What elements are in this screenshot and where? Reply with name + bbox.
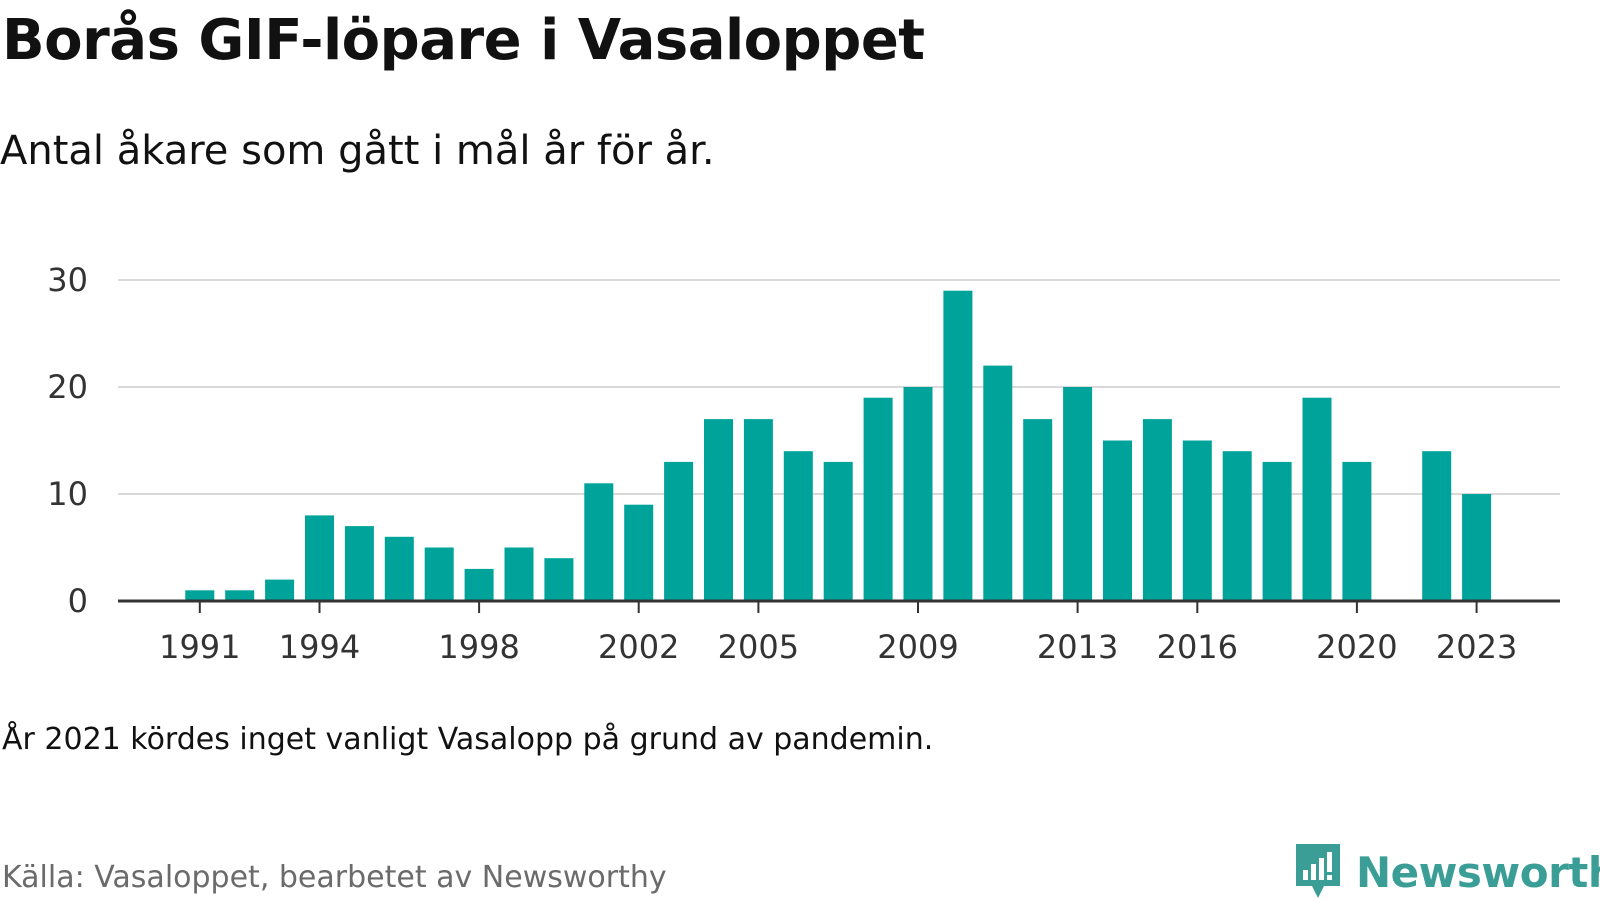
bar-2016 [1182, 440, 1212, 601]
bar-2020 [1342, 461, 1372, 601]
chart-title: Borås GIF-löpare i Vasaloppet [2, 8, 925, 73]
x-axis-labels: 1991 1994 1998 2002 2005 2009 2013 2016 2020 2023 [159, 628, 1517, 666]
bar-2002 [624, 504, 654, 601]
y-axis-labels: 0 10 20 30 [47, 261, 88, 620]
bar-2001 [584, 483, 614, 601]
x-tick-label-2009: 2009 [877, 628, 958, 666]
x-tick-label-1994: 1994 [279, 628, 360, 666]
x-axis [118, 599, 1560, 613]
x-tick-label-2020: 2020 [1316, 628, 1397, 666]
brand: Newsworthy [1292, 842, 1600, 902]
bar-2018 [1262, 461, 1292, 601]
bar-2017 [1222, 451, 1252, 601]
bar-1996 [384, 536, 414, 601]
y-tick-label-30: 30 [47, 261, 88, 299]
bar-1997 [424, 547, 454, 601]
bar-2000 [544, 558, 574, 601]
brand-name: Newsworthy [1356, 847, 1600, 897]
x-tick-label-2016: 2016 [1157, 628, 1238, 666]
x-tick-label-1991: 1991 [159, 628, 240, 666]
y-tick-label-20: 20 [47, 368, 88, 406]
bar-2008 [863, 397, 893, 601]
bar-2014 [1103, 440, 1132, 601]
bar-2010 [943, 290, 973, 601]
bar-2012 [1023, 419, 1053, 601]
bar-1991 [185, 590, 215, 601]
bar-2003 [664, 461, 694, 601]
footnote: År 2021 kördes inget vanligt Vasalopp på… [2, 722, 934, 757]
x-tick-label-2005: 2005 [718, 628, 799, 666]
bar-2013 [1063, 387, 1093, 601]
bar-1995 [344, 526, 374, 601]
bar-2004 [704, 419, 733, 601]
bar-1999 [504, 547, 534, 601]
bar-2015 [1142, 419, 1172, 601]
bar-2023 [1462, 494, 1492, 601]
newsworthy-logo-icon [1296, 844, 1340, 898]
y-tick-label-0: 0 [68, 582, 88, 620]
x-tick-label-2013: 2013 [1037, 628, 1118, 666]
bar-1992 [225, 590, 255, 601]
bar-2019 [1302, 397, 1332, 601]
chart-subtitle: Antal åkare som gått i mål år för år. [0, 128, 715, 174]
bar-1993 [265, 579, 295, 601]
bar-2006 [783, 451, 813, 601]
bar-2011 [983, 365, 1013, 601]
bar-2007 [823, 461, 853, 601]
bar-1998 [464, 568, 494, 601]
x-tick-label-2002: 2002 [598, 628, 679, 666]
source-credit: Källa: Vasaloppet, bearbetet av Newswort… [2, 860, 667, 895]
x-tick-label-2023: 2023 [1436, 628, 1517, 666]
x-tick-label-1998: 1998 [438, 628, 519, 666]
bar-1994 [305, 515, 334, 601]
bar-2009 [903, 387, 933, 601]
bar-2005 [743, 419, 773, 601]
bars [185, 290, 1492, 601]
bar-2022 [1422, 451, 1452, 601]
y-tick-label-10: 10 [47, 475, 88, 513]
